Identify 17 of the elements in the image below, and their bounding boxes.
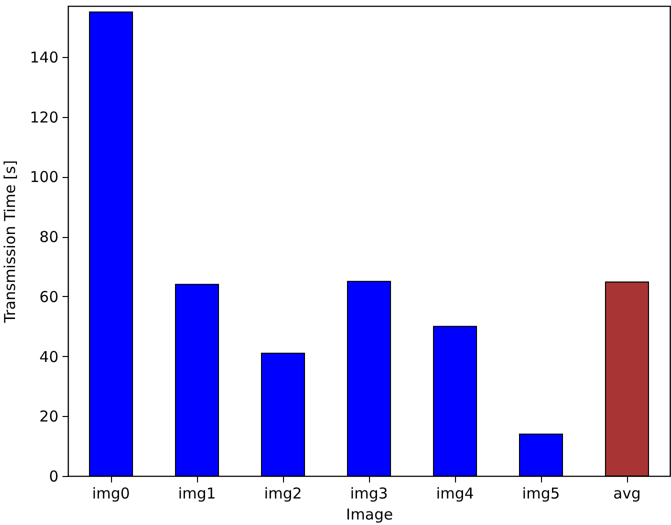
y-tick-label: 20: [39, 408, 58, 426]
x-tick-label: img3: [350, 484, 388, 502]
y-axis-title: Transmission Time [s]: [0, 160, 19, 324]
y-tick-label: 0: [48, 468, 58, 486]
x-tick-label: img2: [264, 484, 302, 502]
x-tick-label: img5: [522, 484, 560, 502]
y-tick-label: 40: [39, 348, 58, 366]
y-tick-label: 140: [30, 48, 58, 66]
x-tick-label: img4: [436, 484, 474, 502]
x-axis-title: Image: [346, 506, 393, 524]
y-tick-label: 60: [39, 288, 58, 306]
x-tick-label: avg: [613, 484, 641, 502]
y-tick-label: 120: [30, 108, 58, 126]
y-tick-label: 80: [39, 228, 58, 246]
x-tick-label: img1: [178, 484, 216, 502]
y-tick-label: 100: [30, 168, 58, 186]
x-tick-label: img0: [92, 484, 130, 502]
